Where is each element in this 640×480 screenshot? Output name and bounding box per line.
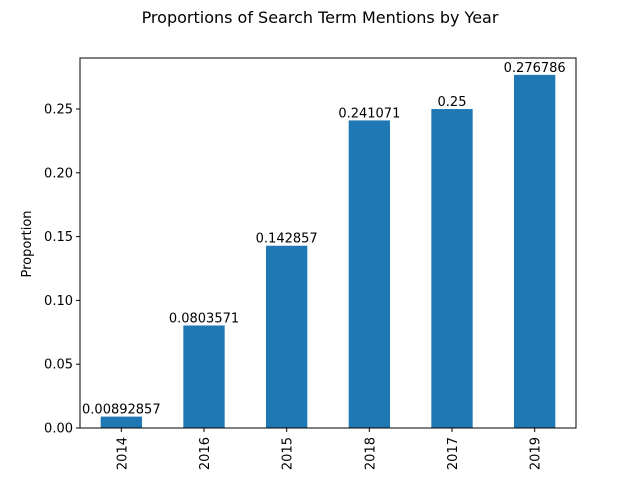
y-tick-label: 0.20 bbox=[44, 166, 73, 181]
data-label: 0.0803571 bbox=[169, 311, 239, 326]
y-tick-label: 0.10 bbox=[44, 294, 73, 309]
bar bbox=[348, 120, 390, 428]
y-tick-label: 0.00 bbox=[44, 422, 73, 437]
data-label: 0.25 bbox=[438, 95, 467, 110]
y-tick-label: 0.15 bbox=[44, 230, 73, 245]
bar bbox=[514, 74, 556, 428]
x-tick-label: 2014 bbox=[115, 437, 130, 470]
y-tick-label: 0.25 bbox=[44, 103, 73, 118]
x-tick-label: 2018 bbox=[363, 437, 378, 470]
data-label: 0.276786 bbox=[504, 61, 566, 76]
chart-title: Proportions of Search Term Mentions by Y… bbox=[142, 8, 499, 27]
y-axis-label: Proportion bbox=[20, 210, 35, 277]
bar bbox=[431, 109, 473, 428]
plot-area: 0.00892857 2014 0.0803571 2016 0.142857 2015 0… bbox=[44, 57, 577, 470]
x-tick-label: 2016 bbox=[198, 437, 213, 470]
data-label: 0.241071 bbox=[338, 106, 400, 121]
x-tick-label: 2017 bbox=[446, 437, 461, 470]
y-tick-label: 0.05 bbox=[44, 358, 73, 373]
x-tick-label: 2015 bbox=[281, 437, 296, 470]
bar bbox=[100, 416, 142, 428]
plot-frame bbox=[79, 57, 577, 429]
data-label: 0.142857 bbox=[256, 232, 318, 247]
bar bbox=[183, 325, 225, 428]
x-tick-label: 2019 bbox=[529, 437, 544, 470]
data-label: 0.00892857 bbox=[82, 403, 161, 418]
bar bbox=[266, 245, 308, 428]
